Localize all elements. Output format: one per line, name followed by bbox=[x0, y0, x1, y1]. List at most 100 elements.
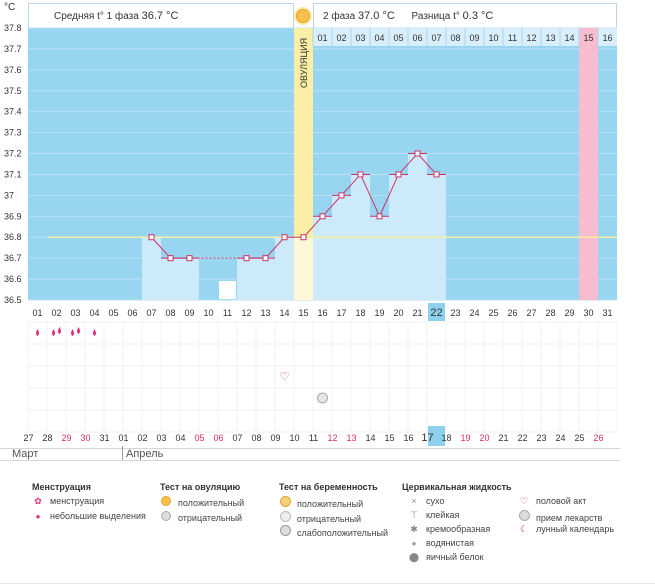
temperature-line bbox=[303, 215, 323, 238]
y-tick-label: 36.9 bbox=[4, 211, 22, 221]
calendar-date-label: 01 bbox=[118, 433, 128, 443]
cycle-day-label: 12 bbox=[526, 33, 536, 43]
legend-preg-weak-label: слабоположительный bbox=[297, 528, 389, 538]
drop-large-icon: ✿ bbox=[34, 496, 42, 506]
y-tick-label: 37.2 bbox=[4, 149, 22, 159]
moon-cell bbox=[219, 281, 236, 299]
x-day-label: 19 bbox=[374, 308, 384, 318]
cycle-day-cell bbox=[522, 28, 541, 46]
calendar-date-label: 15 bbox=[384, 433, 394, 443]
drop-small-icon: ● bbox=[35, 512, 41, 521]
temperature-line bbox=[151, 236, 171, 259]
y-tick-label: 36.5 bbox=[4, 295, 22, 305]
legend-intercourse-label: половой акт bbox=[536, 496, 587, 506]
cycle-day-cell bbox=[446, 28, 465, 46]
cycle-day-label: 06 bbox=[412, 33, 422, 43]
x-day-label: 02 bbox=[51, 308, 61, 318]
calendar-date-label: 09 bbox=[270, 433, 280, 443]
temperature-line bbox=[379, 174, 399, 217]
month-separator bbox=[122, 446, 123, 460]
temperature-bar bbox=[294, 237, 313, 300]
cycle-day-cell bbox=[313, 28, 332, 46]
x-day-label: 27 bbox=[526, 308, 536, 318]
calendar-date-label: 06 bbox=[213, 433, 223, 443]
calendar-date-label: 24 bbox=[555, 433, 565, 443]
cycle-day-label: 08 bbox=[450, 33, 460, 43]
calendar-date-label: 27 bbox=[23, 433, 33, 443]
temperature-bar bbox=[332, 195, 351, 300]
temperature-line bbox=[341, 174, 361, 196]
legend-watery: ● водянистая bbox=[408, 538, 474, 548]
temperature-point bbox=[262, 255, 269, 262]
legend-medication-label: прием лекарств bbox=[536, 513, 603, 523]
legend-cervical-title: Цервикальная жидкость bbox=[402, 482, 512, 492]
x-day-label: 09 bbox=[184, 308, 194, 318]
pregnancy-weak-icon bbox=[279, 525, 291, 538]
pregnancy-negative-icon bbox=[279, 511, 291, 524]
calendar-date-label: 26 bbox=[593, 433, 603, 443]
x-day-label: 26 bbox=[507, 308, 517, 318]
calendar-date-label: 04 bbox=[175, 433, 185, 443]
cycle-day-label: 14 bbox=[564, 33, 574, 43]
temperature-point bbox=[281, 234, 288, 241]
y-tick-label: 37.3 bbox=[4, 128, 22, 138]
x-day-label: 01 bbox=[32, 308, 42, 318]
x-day-label: 10 bbox=[203, 308, 213, 318]
temperature-bar bbox=[180, 258, 199, 300]
y-unit-label: °C bbox=[4, 2, 15, 13]
temperature-line bbox=[417, 153, 437, 175]
phase2-label: 2 фаза bbox=[323, 11, 356, 22]
cycle-day-label: 15 bbox=[583, 33, 593, 43]
calendar-date-label: 25 bbox=[574, 433, 584, 443]
cycle-day-label: 07 bbox=[431, 33, 441, 43]
legend-egg-white-label: яичный белок bbox=[426, 552, 484, 562]
heart-icon: ♡ bbox=[519, 496, 529, 506]
x-day-label: 24 bbox=[469, 308, 479, 318]
y-tick-label: 37.1 bbox=[4, 169, 22, 179]
temperature-bar bbox=[408, 153, 427, 300]
y-tick-label: 36.8 bbox=[4, 232, 22, 242]
x-day-label: 14 bbox=[279, 308, 289, 318]
x-day-label: 28 bbox=[545, 308, 555, 318]
legend-menstruation: ✿ менструация bbox=[32, 496, 104, 507]
cycle-day-label: 05 bbox=[393, 33, 403, 43]
cycle-day-cell bbox=[351, 28, 370, 46]
phase1-value: 36.7 °C bbox=[141, 10, 179, 22]
creamy-icon: ✱ bbox=[410, 524, 418, 534]
temperature-bar bbox=[275, 237, 294, 300]
legend-creamy-label: кремообразная bbox=[426, 524, 491, 534]
legend-ovulation-positive-label: положительный bbox=[178, 498, 245, 508]
temperature-bar bbox=[161, 258, 180, 300]
x-day-label: 16 bbox=[317, 308, 327, 318]
cycle-day-cell bbox=[541, 28, 560, 46]
x-day-label: 06 bbox=[127, 308, 137, 318]
cycle-day-label: 11 bbox=[508, 33, 517, 43]
temperature-point bbox=[319, 213, 326, 220]
x-day-label: 29 bbox=[564, 308, 574, 318]
sticky-icon: ⊤ bbox=[410, 510, 418, 520]
x-day-label: 17 bbox=[336, 308, 346, 318]
temperature-bar bbox=[237, 258, 256, 300]
moon-icon: ☾ bbox=[519, 524, 529, 534]
y-tick-label: 37.6 bbox=[4, 65, 22, 75]
pink-day-column bbox=[579, 28, 598, 300]
calendar-date-label: 17 bbox=[421, 432, 433, 444]
temperature-point bbox=[395, 171, 402, 178]
x-day-label: 15 bbox=[298, 308, 308, 318]
page-bottom-border bbox=[0, 583, 655, 584]
calendar-date-label: 18 bbox=[441, 433, 451, 443]
x-day-label: 18 bbox=[355, 308, 365, 318]
cycle-day-cell bbox=[503, 28, 522, 46]
calendar-date-label: 19 bbox=[460, 433, 470, 443]
pregnancy-positive-icon bbox=[279, 496, 291, 509]
highlight-day-box bbox=[428, 303, 445, 321]
legend-creamy: ✱ кремообразная bbox=[408, 524, 490, 535]
calendar-date-label: 13 bbox=[346, 433, 356, 443]
legend-ovulation-positive: положительный bbox=[160, 496, 244, 508]
cycle-day-cell bbox=[465, 28, 484, 46]
x-day-label: 30 bbox=[583, 308, 593, 318]
legend-preg-negative-label: отрицательный bbox=[297, 514, 362, 524]
diff-label: Разница t° bbox=[411, 11, 460, 22]
calendar-date-label: 21 bbox=[498, 433, 508, 443]
